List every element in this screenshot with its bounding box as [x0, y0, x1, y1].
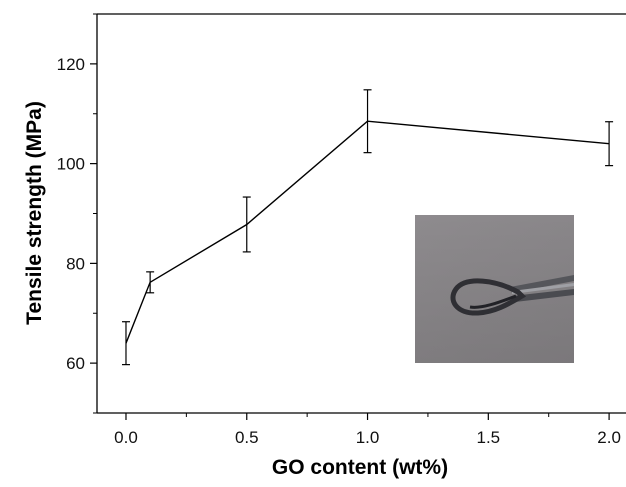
y-tick-label: 120 — [57, 55, 85, 74]
error-bar — [146, 271, 155, 294]
data-layer — [121, 89, 614, 366]
error-bar — [363, 89, 372, 154]
x-axis-label: GO content (wt%) — [272, 456, 448, 479]
bent-film-shape — [450, 278, 527, 316]
x-tick-label: 1.0 — [356, 428, 380, 447]
x-tick-label: 1.5 — [476, 428, 500, 447]
error-bar — [121, 321, 130, 366]
x-axis-ticks: 0.0 0.5 1.0 1.5 2.0 — [114, 413, 621, 447]
error-bar — [605, 121, 614, 167]
y-axis-ticks: 60 80 100 120 — [57, 13, 97, 414]
y-tick-label: 80 — [66, 254, 85, 273]
x-tick-label: 2.0 — [597, 428, 621, 447]
inset-photo — [415, 215, 574, 363]
x-tick-label: 0.0 — [114, 428, 138, 447]
y-tick-label: 60 — [66, 354, 85, 373]
y-axis-label: Tensile strength (MPa) — [23, 101, 46, 325]
x-tick-label: 0.5 — [235, 428, 259, 447]
error-bar — [242, 196, 251, 253]
tweezers-shape — [510, 275, 574, 293]
y-tick-label: 100 — [57, 155, 85, 174]
